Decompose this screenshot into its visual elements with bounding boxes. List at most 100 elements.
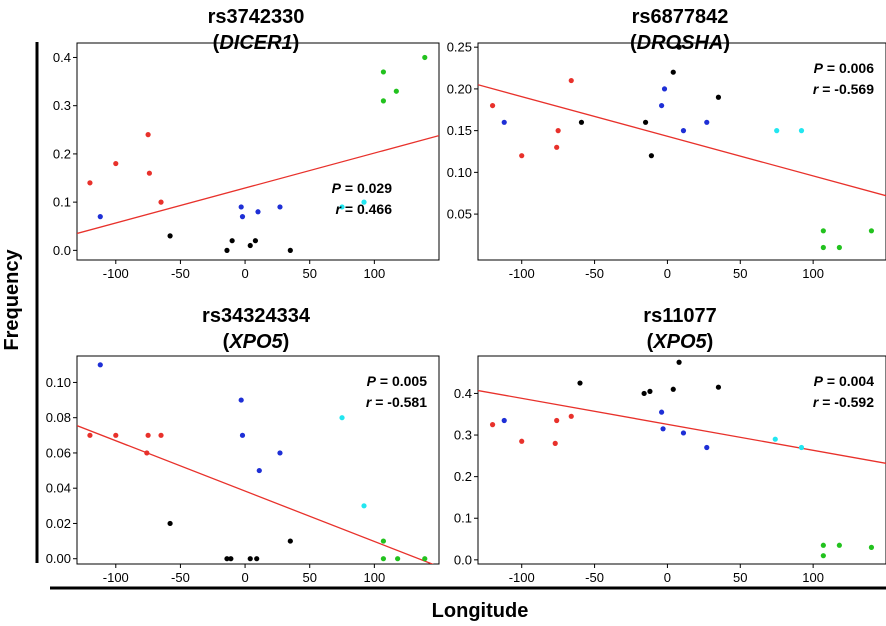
r-value: = 0.466 [341, 201, 392, 217]
data-point-red [568, 77, 574, 84]
panel-rs11077: rs11077 (XPO5) -100 -50 0 50 100 0.0 0.1 0.2 0.3… [454, 305, 886, 585]
y-tick-label: 0.00 [46, 551, 71, 566]
data-point-black [224, 556, 230, 562]
data-point-blue [680, 128, 687, 134]
data-point-cyan [339, 415, 345, 421]
data-point-green [836, 244, 842, 251]
p-value-label: P = 0.006 [814, 60, 875, 76]
panel-gene: XPO5 [652, 331, 707, 353]
data-point-green [380, 538, 387, 544]
panel-rs6877842: rs6877842 (DROSHA) -100 -50 0 50 1000.050.10… [447, 6, 886, 281]
data-point-blue [704, 444, 710, 451]
plot-area: -100 -50 0 50 100 0.05 0.10 0.15 0.20 0.25 P = 0.0… [447, 40, 886, 281]
p-value-label: P = 0.029 [332, 180, 393, 196]
data-point-green [395, 556, 401, 562]
data-point-blue [97, 362, 103, 368]
y-tick-label: 0.4 [454, 386, 472, 401]
x-tick-label: -100 [103, 266, 129, 281]
plot-frame [76, 355, 440, 565]
data-point-black [224, 247, 230, 253]
r-value-label: r = -0.592 [813, 394, 874, 410]
data-point-blue [501, 119, 507, 125]
panel-title: rs11077 [643, 305, 716, 327]
data-point-green [380, 69, 387, 75]
x-axis-label: Longitude [432, 600, 529, 622]
data-point-red [145, 132, 151, 138]
plot-frame [76, 42, 440, 261]
data-point-red [552, 440, 558, 446]
data-point-blue [239, 432, 246, 438]
x-tick-label: -100 [509, 570, 535, 585]
data-point-red [87, 180, 93, 186]
r-symbol: r [336, 201, 343, 217]
data-point-black [167, 520, 173, 527]
data-point-black [287, 247, 293, 253]
x-tick-label: -100 [509, 266, 535, 281]
data-point-black [670, 386, 676, 392]
data-point-black [287, 538, 293, 544]
r-value: = -0.581 [371, 394, 427, 410]
p-symbol: P [332, 180, 342, 196]
x-tick-label: 0 [664, 570, 671, 585]
data-point-cyan [339, 204, 345, 210]
y-tick-label: 0.3 [53, 98, 71, 113]
y-tick-label: 0.02 [46, 516, 71, 531]
data-point-blue [680, 430, 687, 436]
data-point-blue [704, 119, 710, 125]
data-point-black [167, 233, 173, 239]
data-point-cyan [361, 503, 367, 509]
panel-title: rs34324334 [202, 305, 311, 327]
panel-gene-label: (XPO5) [647, 331, 714, 353]
panel-rs3742330: rs3742330 (DICER1) -100 -50 0 50 1000.00.10.… [53, 6, 440, 281]
data-point-black [228, 556, 234, 562]
data-point-blue [277, 450, 283, 456]
p-value: = 0.029 [341, 180, 392, 196]
x-tick-label: 100 [364, 266, 386, 281]
data-point-blue [255, 209, 261, 215]
x-tick-label: -50 [171, 570, 190, 585]
regression-line [77, 425, 435, 564]
r-value: = -0.592 [818, 394, 874, 410]
data-point-green [836, 542, 842, 548]
regression-line [478, 389, 886, 464]
x-tick-label: 0 [241, 570, 248, 585]
y-tick-label: 0.05 [447, 207, 472, 222]
x-tick-label: -50 [585, 570, 604, 585]
panel-rs34324334: rs34324334 (XPO5) -100 -50 0 50 100 0.00 0.02 0… [46, 305, 440, 585]
p-symbol: P [814, 60, 824, 76]
y-tick-label: 0.20 [447, 81, 472, 96]
y-tick-label: 0.04 [46, 481, 71, 496]
data-point-black [252, 238, 259, 244]
data-point-green [820, 553, 826, 559]
data-point-green [380, 556, 387, 562]
data-point-cyan [772, 436, 778, 442]
p-symbol: P [814, 373, 824, 389]
data-point-black [676, 44, 682, 50]
panel-title: rs6877842 [632, 6, 729, 28]
x-tick-label: 50 [302, 266, 316, 281]
data-point-red [158, 432, 164, 438]
y-tick-label: 0.2 [53, 146, 71, 161]
r-value: = -0.569 [818, 81, 874, 97]
plot-area: -100 -50 0 50 100 0.00 0.02 0.04 0.06 0.08 0.10 P =… [46, 355, 440, 585]
data-point-green [868, 228, 875, 234]
plot-area: -100 -50 0 50 100 0.0 0.1 0.2 0.3 0.4 P = 0.029 r =… [53, 42, 440, 281]
data-point-red [519, 438, 525, 444]
data-point-black [715, 94, 722, 100]
y-tick-label: 0.10 [447, 165, 472, 180]
data-point-black [254, 556, 260, 562]
data-point-blue [659, 102, 665, 109]
data-point-blue [97, 214, 103, 220]
y-tick-label: 0.3 [454, 428, 472, 443]
y-tick-label: 0.10 [46, 375, 71, 390]
r-symbol: r [813, 81, 820, 97]
x-tick-label: 50 [733, 266, 747, 281]
data-point-black [641, 390, 647, 397]
y-tick-label: 0.4 [53, 50, 71, 65]
regression-line [478, 84, 886, 197]
x-tick-label: 50 [302, 570, 316, 585]
data-point-red [158, 199, 164, 205]
y-tick-label: 0.0 [454, 552, 472, 567]
